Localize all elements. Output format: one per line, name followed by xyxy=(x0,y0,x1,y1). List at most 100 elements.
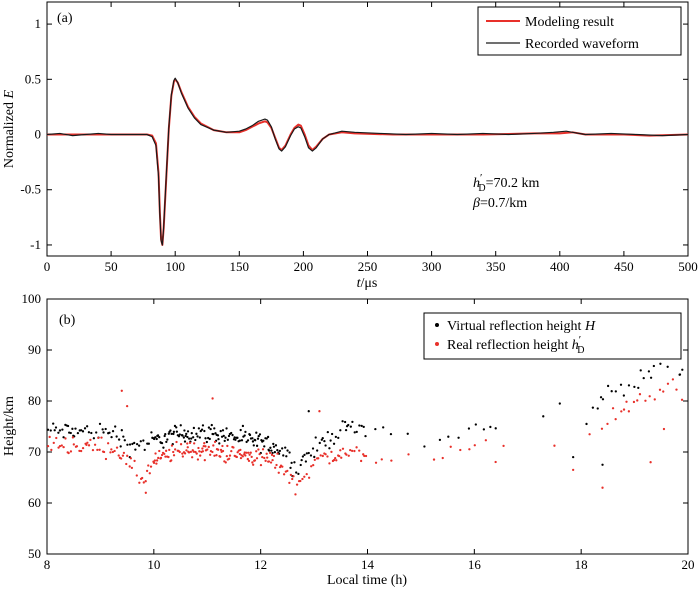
real-height-point xyxy=(249,451,252,454)
virtual-height-point xyxy=(183,429,186,432)
virtual-height-point xyxy=(678,373,682,376)
virtual-height-point xyxy=(639,369,642,372)
real-height-point xyxy=(219,455,222,458)
virtual-height-point xyxy=(332,442,336,445)
virtual-height-point xyxy=(190,437,193,440)
virtual-height-point xyxy=(323,439,326,443)
panel-a-y-tick-label: 0 xyxy=(35,127,42,142)
virtual-height-point xyxy=(447,435,450,438)
real-height-point xyxy=(206,448,209,451)
virtual-height-point xyxy=(277,452,281,455)
real-height-point xyxy=(261,448,265,451)
real-height-point xyxy=(638,393,642,396)
real-height-point xyxy=(363,454,366,458)
virtual-height-point xyxy=(262,439,265,442)
virtual-height-point xyxy=(599,396,603,399)
real-height-point xyxy=(178,450,181,454)
real-height-point xyxy=(459,448,462,452)
panel-a-x-tick-label: 500 xyxy=(678,259,698,274)
virtual-height-point xyxy=(591,406,595,409)
virtual-height-point xyxy=(61,428,64,431)
virtual-height-point xyxy=(248,433,252,437)
virtual-height-point xyxy=(343,420,347,424)
virtual-height-point xyxy=(307,410,310,413)
virtual-height-point xyxy=(305,452,308,455)
virtual-height-point xyxy=(652,364,655,368)
virtual-height-point xyxy=(619,383,623,386)
virtual-height-point xyxy=(131,442,134,446)
real-height-point xyxy=(207,445,210,449)
real-height-point xyxy=(157,456,160,460)
virtual-height-point xyxy=(205,440,209,444)
real-height-point xyxy=(55,436,58,440)
real-height-point xyxy=(269,461,273,464)
real-height-point xyxy=(67,451,70,455)
virtual-height-point xyxy=(181,434,184,437)
real-height-point xyxy=(219,448,223,452)
panel-b-y-tick-label: 80 xyxy=(28,393,41,408)
virtual-height-point xyxy=(177,435,181,438)
real-height-point xyxy=(106,442,110,445)
virtual-height-point xyxy=(601,463,604,466)
virtual-height-point xyxy=(289,466,292,470)
real-height-point xyxy=(494,460,497,464)
virtual-height-point xyxy=(102,431,105,434)
virtual-height-point xyxy=(135,442,139,446)
virtual-height-point xyxy=(364,435,367,438)
virtual-height-point xyxy=(558,402,561,405)
virtual-height-point xyxy=(251,440,255,443)
virtual-height-point xyxy=(120,429,123,432)
real-height-point xyxy=(78,449,81,453)
virtual-height-point xyxy=(163,434,166,438)
real-height-point xyxy=(247,451,250,454)
real-height-point xyxy=(148,472,151,475)
virtual-height-point xyxy=(142,439,145,442)
real-height-point xyxy=(468,448,471,451)
virtual-height-point xyxy=(326,430,329,434)
virtual-height-point xyxy=(284,446,287,449)
real-height-point xyxy=(187,451,191,454)
virtual-height-point xyxy=(351,420,354,424)
panel-b-points xyxy=(46,353,684,496)
virtual-height-point xyxy=(252,444,255,447)
virtual-height-point xyxy=(160,441,164,445)
virtual-height-point xyxy=(153,437,156,441)
real-height-point xyxy=(221,444,224,448)
real-height-point xyxy=(57,446,60,449)
real-height-point xyxy=(120,457,123,460)
virtual-height-point xyxy=(179,424,182,427)
real-height-point xyxy=(138,481,141,484)
real-height-point xyxy=(390,459,393,462)
panel-a-annotation-beta: β=0.7/km xyxy=(472,196,527,211)
panel-a-x-tick-label: 150 xyxy=(230,259,250,274)
real-height-point xyxy=(347,454,350,457)
real-height-point xyxy=(339,449,342,452)
panel-b-legend-label-real: Real reflection height h′ D xyxy=(447,334,584,356)
real-height-point xyxy=(261,455,264,459)
virtual-height-point xyxy=(267,449,271,452)
panel-a-x-tick-label: 0 xyxy=(44,259,51,274)
real-height-point xyxy=(93,443,97,446)
virtual-height-point xyxy=(423,445,426,448)
virtual-height-point xyxy=(255,431,258,434)
virtual-height-point xyxy=(307,451,310,455)
panel-b-legend-marker-virtual xyxy=(435,323,439,327)
virtual-height-point xyxy=(606,384,610,388)
virtual-height-point xyxy=(244,430,247,433)
virtual-height-point xyxy=(355,430,358,434)
virtual-height-point xyxy=(104,427,107,431)
real-height-point xyxy=(122,451,126,454)
real-height-point xyxy=(183,452,187,455)
virtual-height-point xyxy=(226,438,230,441)
virtual-height-point xyxy=(282,454,285,457)
real-height-point xyxy=(172,450,175,454)
real-height-point xyxy=(335,459,338,462)
real-height-point xyxy=(125,404,129,408)
virtual-height-point xyxy=(276,448,279,452)
real-height-point xyxy=(175,440,178,444)
real-height-point xyxy=(662,390,665,393)
virtual-height-point xyxy=(207,426,211,429)
virtual-height-point xyxy=(278,449,282,452)
virtual-height-point xyxy=(213,427,216,430)
real-height-point xyxy=(81,446,85,450)
